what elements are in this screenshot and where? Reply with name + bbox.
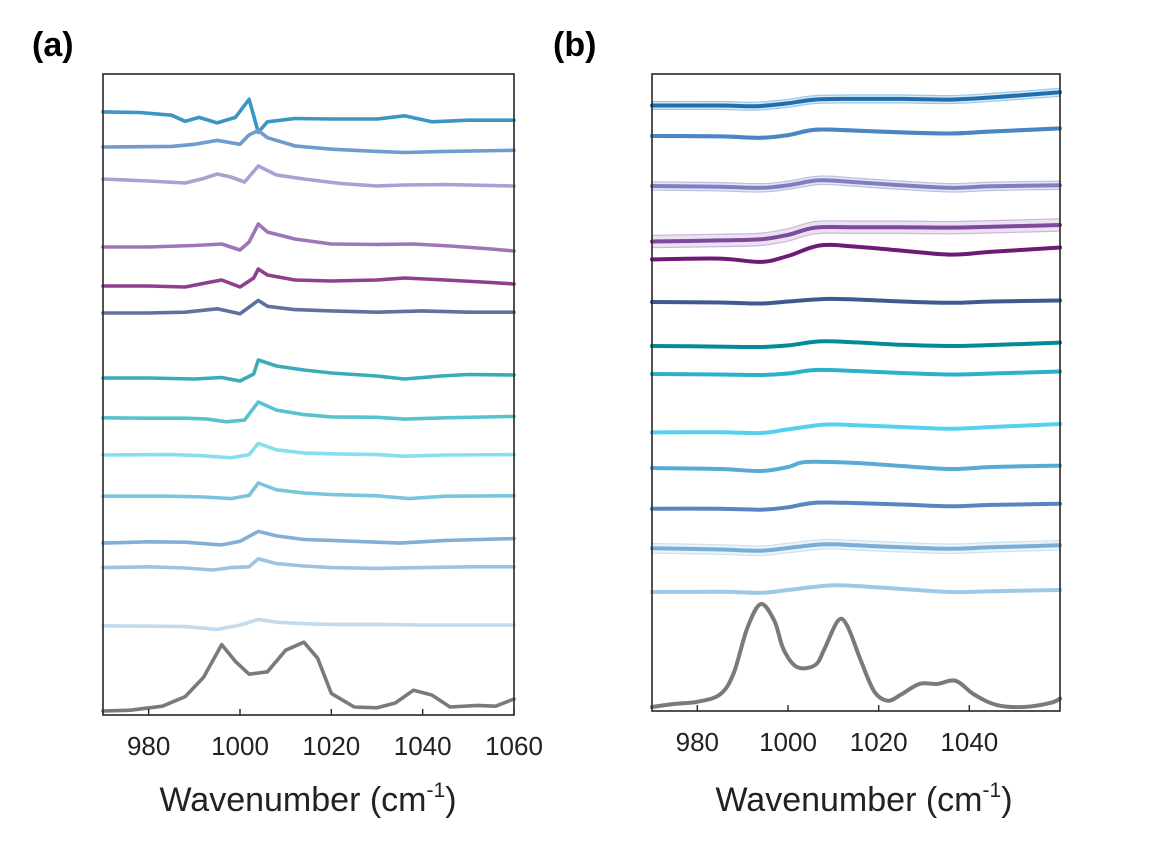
panel-b-series-1-line [650,90,1062,109]
panel-b-tick-label-1020: 1020 [850,727,908,757]
panel-a-series-13-line [101,617,516,632]
panel-b-series-11-line [650,500,1062,512]
panel-b: (b) 980 1000 1020 1040 Wavenumber (cm-1) [553,26,1062,819]
panel-a-series-2-line [101,128,516,155]
panel-a-x-axis-title: Wavenumber (cm-1) [159,779,456,819]
panel-b-series-6-line [650,296,1062,306]
panel-a-tick-label-1000: 1000 [211,731,269,761]
panel-b-x-axis-label: Wavenumber (cm [715,781,982,819]
panel-b-series-10-line [650,459,1062,474]
panel-b-series-9-line [650,422,1062,436]
panel-a-series-11-line [101,529,516,547]
panel-b-series-4-line [650,223,1062,244]
panel-b-series-14-line [650,602,1062,710]
panel-b-label: (b) [553,26,596,64]
panel-a-series-6-line [101,298,516,316]
panel-a-x-ticks: 980 1000 1020 1040 1060 [127,709,543,761]
panel-a-label: (a) [32,26,74,64]
panel-b-series-4-band [651,218,1061,249]
panel-a-series-5-line [101,267,516,289]
panel-b-lines [650,90,1062,710]
panel-b-series-2-line [650,126,1062,140]
panel-a-x-axis-end: ) [445,781,456,819]
panel-a-series-12-line [101,557,516,572]
panel-a-tick-label-980: 980 [127,731,170,761]
panel-a-series-9-line [101,441,516,460]
panel-a-series-7-line [101,358,516,383]
panel-a-tick-label-1040: 1040 [394,731,452,761]
panel-b-series-5-line [650,242,1062,264]
panel-b-x-axis-end: ) [1001,781,1012,819]
panel-a-series-14-line [101,640,516,713]
panel-b-axes-frame [651,73,1061,712]
panel-b-x-axis-title: Wavenumber (cm-1) [715,779,1012,819]
panel-a: (a) 980 1000 1020 1040 1060 Wavenumber (cm-1… [32,26,543,819]
panel-b-series-13-line [650,583,1062,595]
panel-b-series-12-line [650,542,1062,553]
panel-a-x-axis-sup: -1 [427,779,446,802]
panel-a-tick-label-1060: 1060 [485,731,543,761]
panel-a-series-4-line [101,222,516,253]
panel-a-series-10-line [101,481,516,501]
panel-a-x-axis-label: Wavenumber (cm [159,781,426,819]
panel-b-series-8-line [650,367,1062,378]
panel-a-series-3-line [101,164,516,188]
panel-b-tick-label-1040: 1040 [940,727,998,757]
panel-a-tick-label-1020: 1020 [302,731,360,761]
panel-b-tick-label-1000: 1000 [759,727,817,757]
panel-b-x-ticks: 980 1000 1020 1040 [676,705,998,757]
panel-b-series-3-line [650,178,1062,190]
panel-a-lines [101,97,516,713]
panel-a-series-8-line [101,400,516,424]
panel-b-x-axis-sup: -1 [983,779,1002,802]
panel-b-tick-label-980: 980 [676,727,719,757]
panel-a-axes-frame [102,73,515,716]
panel-a-series-1-line [101,97,516,135]
panel-b-series-7-line [650,339,1062,350]
